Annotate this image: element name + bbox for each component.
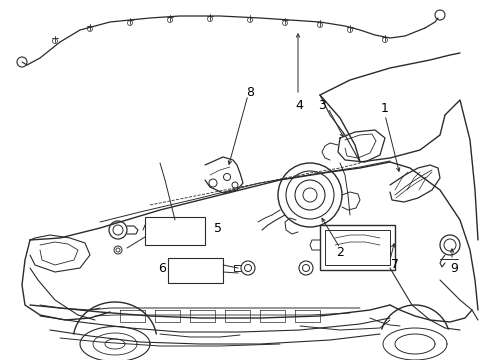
Text: 8: 8 xyxy=(245,86,253,99)
Bar xyxy=(168,258,223,283)
Bar xyxy=(319,225,394,270)
Text: 3: 3 xyxy=(317,99,325,112)
Text: 9: 9 xyxy=(449,261,457,275)
Text: 6: 6 xyxy=(158,261,165,275)
Bar xyxy=(145,217,204,245)
Text: 4: 4 xyxy=(294,99,303,112)
Text: 1: 1 xyxy=(380,102,388,114)
Text: 5: 5 xyxy=(214,221,222,234)
Text: 7: 7 xyxy=(390,258,398,271)
Bar xyxy=(325,230,389,265)
Text: 2: 2 xyxy=(335,246,343,258)
